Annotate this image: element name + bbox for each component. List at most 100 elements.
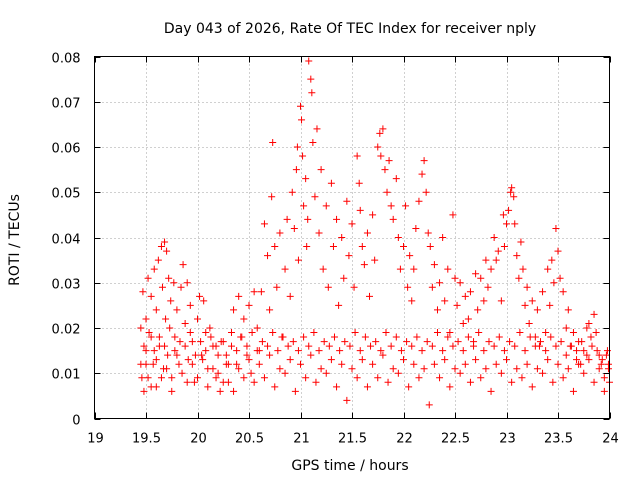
data-point bbox=[508, 184, 516, 192]
data-point bbox=[475, 329, 483, 337]
data-point bbox=[569, 329, 577, 337]
data-point bbox=[369, 360, 377, 368]
data-point bbox=[302, 374, 310, 382]
data-point bbox=[439, 234, 447, 241]
x-tick-label: 21 bbox=[293, 432, 310, 447]
data-point bbox=[485, 338, 493, 346]
data-point bbox=[315, 347, 323, 355]
data-point bbox=[200, 297, 208, 305]
data-point bbox=[152, 356, 160, 364]
data-point bbox=[526, 333, 534, 341]
data-point bbox=[150, 265, 158, 273]
data-point bbox=[402, 202, 410, 210]
data-point bbox=[300, 202, 308, 210]
data-point bbox=[578, 338, 586, 346]
data-point bbox=[377, 347, 385, 355]
data-point bbox=[186, 329, 194, 337]
data-point bbox=[209, 365, 217, 373]
data-point bbox=[216, 387, 224, 395]
data-point bbox=[140, 342, 148, 350]
data-point bbox=[363, 229, 371, 237]
data-point bbox=[247, 369, 255, 377]
data-point bbox=[415, 197, 423, 205]
data-point bbox=[361, 333, 369, 341]
data-point bbox=[204, 383, 212, 391]
x-tick-label: 20.5 bbox=[235, 432, 264, 447]
data-point bbox=[497, 369, 505, 377]
data-point bbox=[482, 365, 490, 373]
data-point bbox=[456, 369, 464, 377]
data-point bbox=[554, 360, 562, 368]
data-point bbox=[400, 243, 407, 251]
data-point bbox=[353, 374, 361, 382]
data-point bbox=[492, 256, 500, 264]
data-point bbox=[387, 202, 395, 210]
data-point bbox=[199, 356, 207, 364]
data-point bbox=[338, 234, 346, 241]
data-point bbox=[240, 315, 248, 323]
data-point bbox=[464, 315, 472, 323]
data-point bbox=[394, 369, 402, 377]
x-axis-tick-labels: 19 19.5 20 20.5 21 21.5 22 22.5 23 23.5 24 bbox=[87, 432, 619, 447]
data-point bbox=[366, 292, 374, 300]
data-point bbox=[298, 116, 306, 124]
data-point bbox=[569, 387, 577, 395]
data-point bbox=[358, 356, 366, 364]
chart-title: Day 043 of 2026, Rate Of TEC Index for r… bbox=[164, 21, 536, 37]
data-point bbox=[149, 360, 157, 368]
data-point bbox=[212, 342, 220, 350]
data-point bbox=[255, 360, 263, 368]
data-point bbox=[346, 342, 354, 350]
data-point bbox=[500, 243, 508, 251]
data-point bbox=[428, 342, 436, 350]
data-point bbox=[367, 342, 375, 350]
data-point bbox=[138, 374, 146, 382]
data-point bbox=[245, 356, 253, 364]
data-point bbox=[147, 333, 155, 341]
data-point bbox=[179, 261, 187, 269]
x-tick-label: 23.5 bbox=[544, 432, 573, 447]
data-point bbox=[415, 374, 423, 382]
data-point bbox=[497, 297, 505, 305]
data-point bbox=[250, 288, 258, 296]
data-point bbox=[144, 374, 152, 382]
data-point bbox=[235, 365, 243, 373]
data-point bbox=[580, 347, 588, 355]
data-point bbox=[350, 283, 358, 291]
data-point bbox=[404, 283, 412, 291]
data-point bbox=[327, 179, 335, 187]
data-point bbox=[198, 351, 206, 359]
data-point bbox=[155, 333, 163, 341]
data-point bbox=[482, 256, 490, 264]
data-point bbox=[544, 356, 552, 364]
data-point bbox=[472, 356, 480, 364]
data-point bbox=[308, 89, 316, 97]
data-point bbox=[461, 360, 469, 368]
data-point bbox=[338, 360, 346, 368]
data-point bbox=[289, 338, 297, 346]
data-point bbox=[559, 374, 567, 382]
data-point bbox=[329, 243, 337, 251]
data-point bbox=[284, 342, 292, 350]
data-point bbox=[564, 365, 572, 373]
data-point bbox=[279, 333, 287, 341]
data-point bbox=[412, 224, 420, 232]
data-point bbox=[202, 347, 210, 355]
data-point bbox=[281, 369, 289, 377]
data-point bbox=[420, 365, 428, 373]
data-point bbox=[335, 301, 343, 309]
data-point bbox=[506, 338, 514, 346]
data-point bbox=[269, 329, 277, 337]
data-point bbox=[376, 129, 384, 137]
data-point bbox=[302, 175, 310, 183]
y-tick-label: 0 bbox=[72, 414, 80, 429]
data-point bbox=[562, 351, 570, 359]
data-point bbox=[385, 157, 393, 165]
y-tick-label: 0.07 bbox=[52, 97, 81, 112]
data-point bbox=[511, 220, 519, 228]
data-point bbox=[477, 274, 485, 282]
data-point bbox=[423, 338, 431, 346]
data-point bbox=[480, 347, 488, 355]
data-point bbox=[194, 374, 201, 382]
